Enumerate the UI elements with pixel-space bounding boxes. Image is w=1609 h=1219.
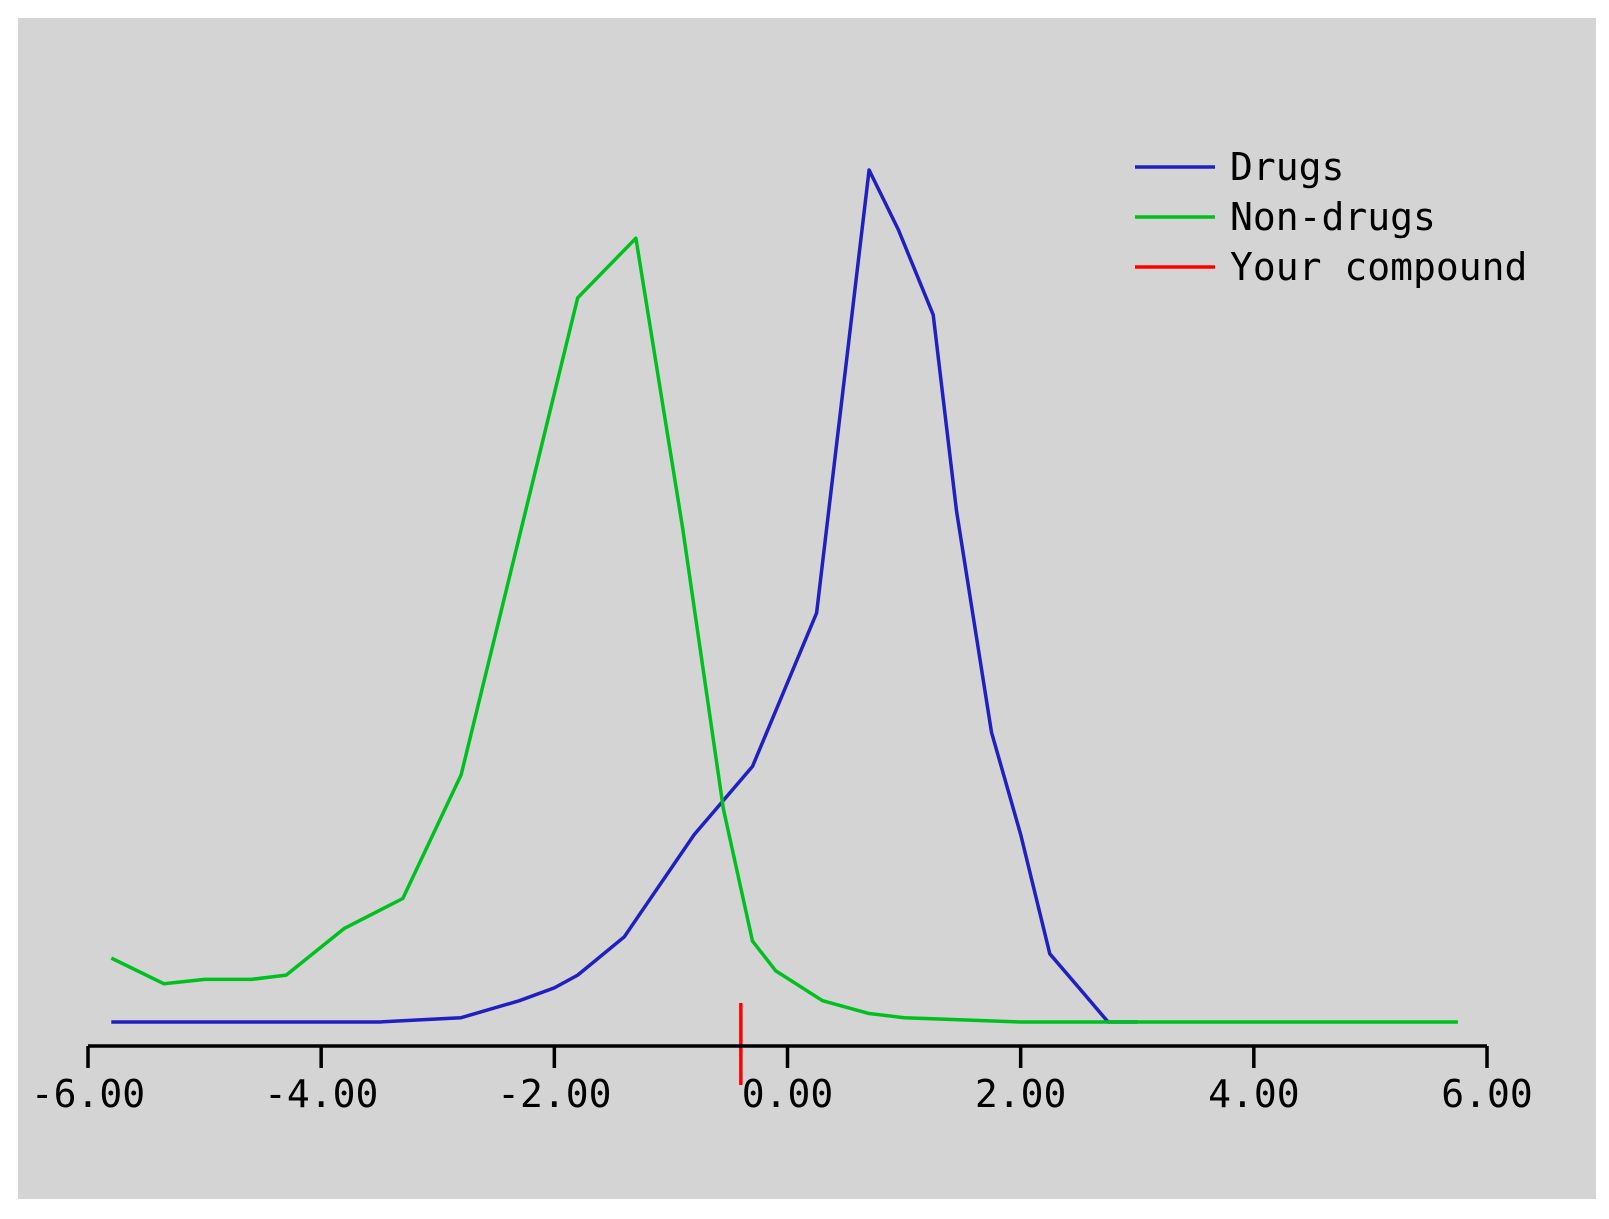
x-tick-label: -4.00 [264, 1072, 378, 1116]
chart-panel [18, 18, 1596, 1199]
legend-label-your-compound: Your compound [1230, 245, 1527, 289]
x-tick-label: -6.00 [31, 1072, 145, 1116]
x-tick-label: -2.00 [497, 1072, 611, 1116]
legend: Drugs Non-drugs Your compound [1135, 145, 1527, 289]
x-tick-label: 2.00 [975, 1072, 1067, 1116]
series-layer [110, 168, 1458, 1024]
series-line-drugs [111, 168, 1138, 1024]
x-tick-label: 4.00 [1208, 1072, 1300, 1116]
x-tick-label: 6.00 [1441, 1072, 1533, 1116]
x-tick-label: 0.00 [742, 1072, 834, 1116]
series-line-non-drugs [110, 236, 1458, 1024]
x-axis: -6.00 -4.00 -2.00 0.00 2.00 4.00 6.00 [31, 1044, 1533, 1116]
legend-label-non-drugs: Non-drugs [1230, 195, 1436, 239]
legend-label-drugs: Drugs [1230, 145, 1344, 189]
